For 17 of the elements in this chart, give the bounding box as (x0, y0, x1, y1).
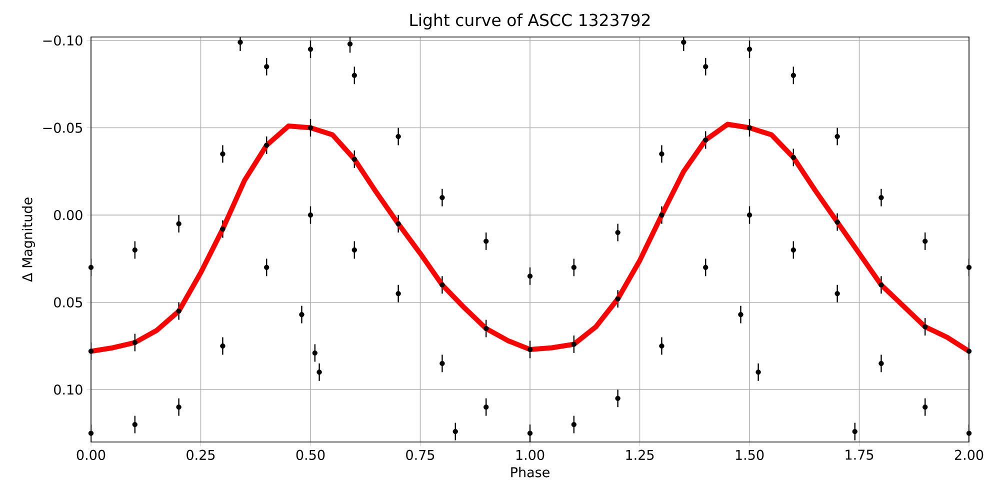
y-tick-label: 0.00 (54, 210, 82, 220)
x-tick-label: 1.75 (846, 450, 874, 460)
x-axis-title: Phase (511, 466, 550, 478)
x-tick-label: 1.25 (626, 450, 654, 460)
x-tick-label: 0.75 (406, 450, 434, 460)
y-axis-title: Δ Magnitude (22, 198, 35, 282)
x-tick-label: 0.25 (186, 450, 215, 460)
y-tick-label: −0.05 (43, 122, 82, 133)
chart-title: Light curve of ASCC 1323792 (410, 14, 650, 30)
x-tick-label: 1.50 (736, 450, 764, 460)
y-tick-label: 0.05 (54, 297, 82, 308)
y-tick-label: 0.10 (54, 384, 82, 395)
x-tick-label: 0.00 (76, 450, 106, 460)
x-tick-label: 2.00 (954, 450, 984, 460)
x-tick-label: 1.00 (516, 450, 544, 460)
y-tick-label: −0.10 (43, 35, 82, 46)
x-tick-label: 0.50 (296, 450, 325, 460)
